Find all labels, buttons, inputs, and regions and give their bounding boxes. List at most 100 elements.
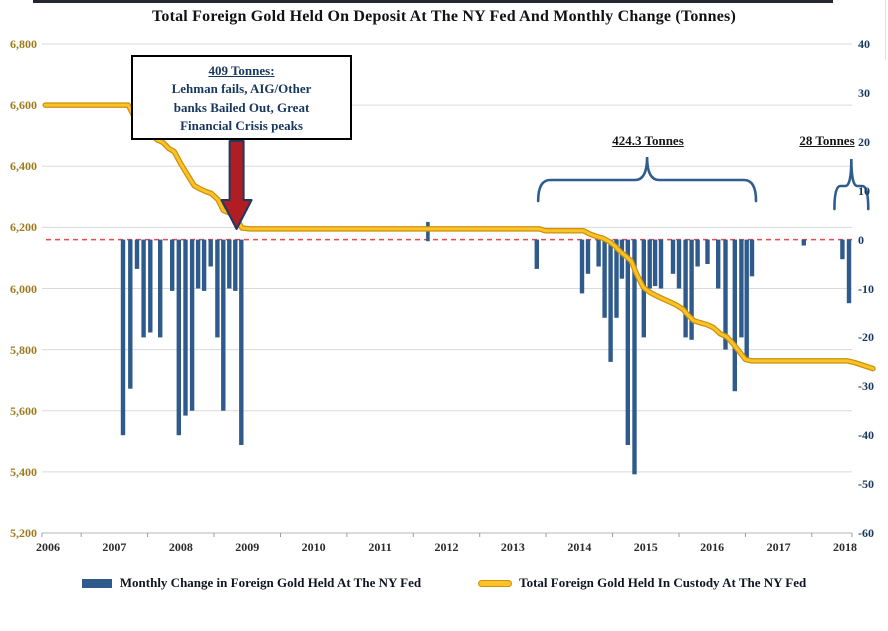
monthly-change-bar xyxy=(227,239,232,289)
monthly-change-bar xyxy=(846,239,852,304)
monthly-change-bar xyxy=(739,239,744,338)
monthly-change-bar xyxy=(732,239,737,392)
x-axis-year-label: 2006 xyxy=(35,540,60,554)
monthly-change-bar xyxy=(840,239,845,260)
y-left-tick-label: 5,800 xyxy=(10,342,37,357)
monthly-change-bar xyxy=(158,239,163,338)
monthly-change-bar xyxy=(602,239,607,318)
monthly-change-bar xyxy=(189,239,195,411)
x-axis-year-label: 2015 xyxy=(633,540,658,554)
y-right-tick-label: 20 xyxy=(858,134,870,149)
x-axis-year-label: 2011 xyxy=(368,540,392,554)
monthly-change-bar xyxy=(723,239,728,350)
x-axis-year-label: 2009 xyxy=(235,540,260,554)
y-right-tick-label: -40 xyxy=(858,428,874,443)
monthly-change-bar xyxy=(141,239,146,338)
monthly-change-bar xyxy=(658,239,664,289)
monthly-change-bar xyxy=(670,239,676,274)
crisis-arrow-icon xyxy=(220,140,253,230)
line-series-swatch-icon xyxy=(479,580,512,586)
x-axis-year-label: 2017 xyxy=(766,540,791,554)
monthly-change-bar xyxy=(716,239,721,289)
monthly-change-bar xyxy=(120,239,126,436)
y-left-tick-label: 6,400 xyxy=(10,159,37,174)
x-axis-year-label: 2014 xyxy=(567,540,592,554)
annotation-line: Lehman fails, AIG/Other xyxy=(171,81,312,97)
y-right-tick-label: -20 xyxy=(858,330,874,345)
x-axis-year-label: 2010 xyxy=(301,540,326,554)
monthly-change-bar xyxy=(652,239,658,287)
y-left-tick-label: 6,800 xyxy=(10,37,37,51)
monthly-change-bar xyxy=(233,239,238,291)
legend-label-monthly-change: Monthly Change in Foreign Gold Held At T… xyxy=(119,575,422,590)
brace-424-tonnes xyxy=(536,156,758,203)
y-right-tick-label: -10 xyxy=(858,281,874,296)
legend-label-total-gold: Total Foreign Gold Held In Custody At Th… xyxy=(519,575,807,590)
monthly-change-bar xyxy=(744,239,749,362)
gold-line xyxy=(43,103,875,371)
annotation-line: banks Bailed Out, Great xyxy=(173,99,310,115)
monthly-change-bar xyxy=(176,239,181,436)
top-border-rule xyxy=(33,0,833,3)
monthly-change-bar xyxy=(148,239,153,333)
monthly-change-bar xyxy=(201,239,207,291)
y-right-tick-label: 40 xyxy=(858,37,870,51)
y-left-tick-label: 6,600 xyxy=(10,98,37,113)
chart-title: Total Foreign Gold Held On Deposit At Th… xyxy=(151,8,737,25)
monthly-change-bar xyxy=(614,239,619,318)
y-right-tick-label: -30 xyxy=(858,379,874,394)
crisis-annotation-box: 409 Tonnes: Lehman fails, AIG/Other bank… xyxy=(131,55,352,140)
monthly-change-bar xyxy=(619,239,625,279)
monthly-change-bar xyxy=(134,239,140,269)
monthly-change-bar xyxy=(239,239,244,445)
x-axis-year-label: 2016 xyxy=(700,540,725,554)
monthly-change-bar xyxy=(170,239,175,291)
monthly-change-bar xyxy=(625,239,630,445)
bar-series-swatch-icon xyxy=(81,578,112,588)
monthly-change-bar xyxy=(585,239,591,274)
annotation-line: Financial Crisis peaks xyxy=(180,118,303,134)
monthly-change-bar xyxy=(689,239,694,340)
brace-28-tonnes xyxy=(833,158,870,211)
y-right-tick-label: 0 xyxy=(858,232,864,247)
y-right-tick-label: 10 xyxy=(858,183,870,198)
monthly-change-bar xyxy=(208,239,213,267)
monthly-change-bar xyxy=(596,239,601,267)
y-left-tick-label: 5,600 xyxy=(10,403,37,418)
monthly-change-bar xyxy=(579,239,585,294)
y-left-tick-label: 5,200 xyxy=(10,526,37,540)
right-edge-rule xyxy=(885,0,886,60)
monthly-change-bar xyxy=(195,239,201,289)
x-axis-year-label: 2007 xyxy=(102,540,127,554)
y-right-tick-label: 30 xyxy=(858,85,870,100)
legend-item-total-gold: Total Foreign Gold Held In Custody At Th… xyxy=(479,575,806,591)
monthly-change-bar xyxy=(608,239,613,362)
y-right-tick-label: -50 xyxy=(858,477,874,492)
big-brace-label: 424.3 Tonnes xyxy=(612,133,684,148)
legend: Monthly Change in Foreign Gold Held At T… xyxy=(0,575,888,591)
annotation-heading: 409 Tonnes: xyxy=(208,63,275,78)
x-axis-year-label: 2013 xyxy=(500,540,525,554)
monthly-change-bar xyxy=(676,239,682,289)
legend-item-monthly-change: Monthly Change in Foreign Gold Held At T… xyxy=(81,575,422,591)
y-left-tick-label: 6,200 xyxy=(10,220,37,235)
x-axis-year-label: 2018 xyxy=(833,540,858,554)
y-right-tick-label: -60 xyxy=(858,526,874,540)
monthly-change-bar xyxy=(215,239,220,338)
monthly-change-bar xyxy=(749,239,755,277)
monthly-change-bar xyxy=(534,239,539,269)
x-axis-year-label: 2012 xyxy=(434,540,459,554)
monthly-change-bar xyxy=(705,239,710,264)
monthly-change-bar xyxy=(683,239,688,338)
monthly-change-bar xyxy=(647,239,652,289)
small-brace-label: 28 Tonnes xyxy=(799,133,855,148)
monthly-change-bar xyxy=(183,239,188,416)
monthly-change-bar xyxy=(632,239,637,475)
monthly-change-bar xyxy=(801,239,806,246)
y-left-tick-label: 5,400 xyxy=(10,464,37,479)
monthly-change-bar xyxy=(695,239,700,267)
monthly-change-bar xyxy=(128,239,133,389)
x-axis-year-label: 2008 xyxy=(168,540,193,554)
